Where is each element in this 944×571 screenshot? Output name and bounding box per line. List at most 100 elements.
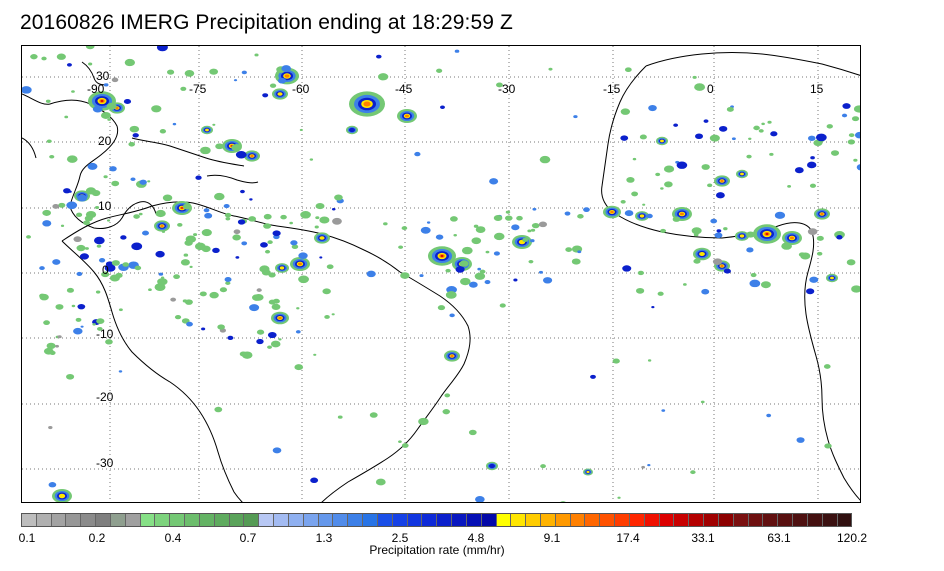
rain-speck xyxy=(105,339,113,345)
rain-speck xyxy=(816,235,824,241)
rain-speck xyxy=(326,264,334,270)
rain-speck xyxy=(731,137,736,141)
rain-speck xyxy=(474,272,486,280)
rain-speck xyxy=(71,304,76,308)
colorbar-swatch xyxy=(540,514,556,526)
colorbar-swatch xyxy=(274,514,289,526)
rain-speck xyxy=(769,152,774,156)
latitude-label: 10 xyxy=(98,199,112,213)
rain-speck xyxy=(836,235,843,240)
rain-speck xyxy=(761,122,765,126)
rain-speck xyxy=(55,304,64,310)
rain-speck xyxy=(691,227,702,235)
rain-speck xyxy=(186,321,193,327)
rain-speck xyxy=(807,228,818,235)
rain-speck xyxy=(298,252,308,259)
rain-speck xyxy=(450,216,458,222)
rain-speck xyxy=(111,77,119,83)
colorbar-swatch xyxy=(125,514,141,526)
rain-speck xyxy=(774,211,786,219)
rain-speck xyxy=(52,204,60,209)
rain-speck xyxy=(746,231,755,238)
rain-speck xyxy=(400,272,410,279)
rain-speck xyxy=(701,164,710,170)
rain-speck xyxy=(39,266,45,271)
colorbar-swatch xyxy=(644,514,660,526)
rain-speck xyxy=(48,425,53,430)
rain-speck xyxy=(753,125,760,131)
rain-speck xyxy=(513,278,518,282)
rain-speck xyxy=(419,274,424,278)
colorbar-swatch xyxy=(807,514,823,526)
rain-speck xyxy=(703,119,709,123)
rain-cell xyxy=(201,125,213,135)
colorbar-swatch xyxy=(615,514,630,526)
rain-speck xyxy=(201,327,206,331)
rain-speck xyxy=(241,241,248,246)
colorbar-swatch xyxy=(22,514,37,526)
rain-speck xyxy=(810,156,815,160)
rain-speck xyxy=(106,102,117,110)
rain-speck xyxy=(505,210,511,214)
rain-cell xyxy=(314,232,330,244)
rain-speck xyxy=(319,216,330,224)
rain-speck xyxy=(748,137,752,140)
rain-speck xyxy=(712,258,723,265)
colorbar-swatch xyxy=(570,514,586,526)
rain-speck xyxy=(184,240,193,246)
rain-speck xyxy=(96,244,102,248)
colorbar-caption: Precipitation rate (mm/hr) xyxy=(0,543,944,557)
rain-speck xyxy=(375,478,386,486)
rain-cell xyxy=(397,109,417,123)
colorbar-swatch xyxy=(778,514,794,526)
rain-cell xyxy=(814,208,830,220)
rain-speck xyxy=(453,234,457,237)
rain-speck xyxy=(522,237,529,242)
rain-speck xyxy=(800,252,811,260)
rain-speck xyxy=(528,259,534,264)
latitude-label: 20 xyxy=(98,134,112,148)
rain-speck xyxy=(42,209,52,216)
rain-speck xyxy=(73,236,82,243)
rain-speck xyxy=(77,194,88,202)
rain-speck xyxy=(267,240,273,245)
rain-speck xyxy=(100,112,111,119)
rain-speck xyxy=(715,192,725,199)
rain-speck xyxy=(471,237,482,245)
rain-speck xyxy=(647,463,651,467)
rain-speck xyxy=(475,226,486,233)
rain-speck xyxy=(856,164,860,171)
rain-speck xyxy=(256,329,265,335)
rain-speck xyxy=(816,251,823,256)
rain-speck xyxy=(538,270,543,274)
rain-speck xyxy=(172,122,177,126)
rain-speck xyxy=(45,99,51,103)
rain-speck xyxy=(203,208,210,213)
coastlines xyxy=(22,52,860,502)
rain-speck xyxy=(96,318,105,325)
rain-speck xyxy=(806,288,815,295)
rain-cell xyxy=(244,150,260,162)
rain-speck xyxy=(504,215,513,221)
rain-speck xyxy=(75,212,83,217)
rain-speck xyxy=(128,141,136,147)
rain-speck xyxy=(267,345,273,349)
rain-speck xyxy=(174,314,182,320)
rain-speck xyxy=(106,219,111,222)
rain-speck xyxy=(241,351,253,359)
rain-speck xyxy=(383,222,388,226)
rain-speck xyxy=(716,229,722,233)
colorbar-tick-label: 0.1 xyxy=(18,531,36,545)
colorbar-tick-label: 0.4 xyxy=(164,531,182,545)
rain-speck xyxy=(109,166,117,172)
rain-speck xyxy=(157,278,168,286)
rain-speck xyxy=(830,150,840,156)
colorbar-swatch xyxy=(229,514,245,526)
rain-speck xyxy=(49,154,55,159)
rain-speck xyxy=(624,210,634,217)
rain-speck xyxy=(232,234,241,241)
rain-speck xyxy=(87,162,98,170)
rain-speck xyxy=(267,332,277,339)
rain-speck xyxy=(182,203,191,210)
rain-speck xyxy=(527,229,532,233)
